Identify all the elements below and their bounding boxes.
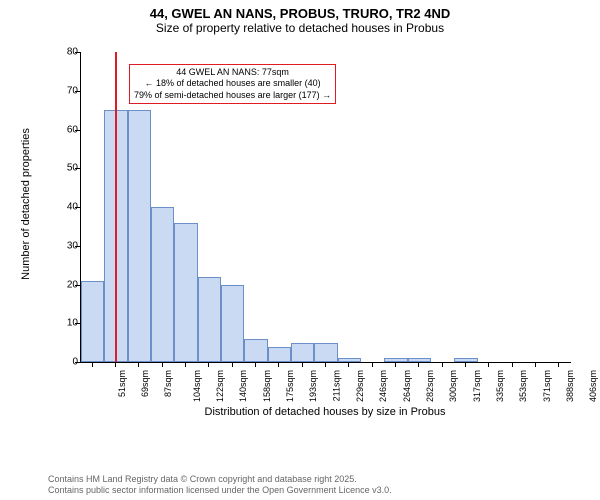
y-tick-mark bbox=[75, 168, 80, 169]
attribution-line-1: Contains HM Land Registry data © Crown c… bbox=[48, 474, 392, 485]
x-tick-mark bbox=[488, 362, 489, 367]
x-tick-label: 229sqm bbox=[355, 370, 365, 402]
x-tick-mark bbox=[278, 362, 279, 367]
x-tick-mark bbox=[302, 362, 303, 367]
x-tick-label: 335sqm bbox=[495, 370, 505, 402]
x-tick-label: 122sqm bbox=[215, 370, 225, 402]
x-tick-label: 140sqm bbox=[238, 370, 248, 402]
y-tick-mark bbox=[75, 362, 80, 363]
chart-container: Number of detached properties 44 GWEL AN… bbox=[50, 44, 580, 414]
x-tick-mark bbox=[185, 362, 186, 367]
histogram-bar bbox=[151, 207, 174, 362]
y-tick-mark bbox=[75, 323, 80, 324]
annotation-line: ← 18% of detached houses are smaller (40… bbox=[134, 78, 331, 89]
histogram-bar bbox=[314, 343, 337, 362]
chart-title-sub: Size of property relative to detached ho… bbox=[0, 21, 600, 39]
x-tick-mark bbox=[115, 362, 116, 367]
x-tick-mark bbox=[232, 362, 233, 367]
y-tick-mark bbox=[75, 91, 80, 92]
x-tick-mark bbox=[395, 362, 396, 367]
x-tick-label: 317sqm bbox=[472, 370, 482, 402]
y-tick-mark bbox=[75, 285, 80, 286]
x-tick-label: 264sqm bbox=[402, 370, 412, 402]
annotation-line: 79% of semi-detached houses are larger (… bbox=[134, 90, 331, 101]
x-tick-mark bbox=[138, 362, 139, 367]
x-tick-mark bbox=[348, 362, 349, 367]
x-tick-mark bbox=[208, 362, 209, 367]
histogram-bar bbox=[268, 347, 291, 363]
x-tick-mark bbox=[162, 362, 163, 367]
x-tick-label: 51sqm bbox=[117, 370, 127, 397]
x-tick-label: 175sqm bbox=[285, 370, 295, 402]
x-tick-mark bbox=[558, 362, 559, 367]
x-tick-mark bbox=[535, 362, 536, 367]
histogram-bar bbox=[244, 339, 267, 362]
x-tick-label: 211sqm bbox=[331, 370, 341, 401]
x-tick-label: 300sqm bbox=[448, 370, 458, 402]
subject-marker-line bbox=[115, 52, 117, 362]
x-tick-label: 282sqm bbox=[425, 370, 435, 402]
histogram-bar bbox=[81, 281, 104, 362]
x-tick-mark bbox=[442, 362, 443, 367]
x-tick-mark bbox=[372, 362, 373, 367]
x-tick-mark bbox=[255, 362, 256, 367]
histogram-bar bbox=[128, 110, 151, 362]
y-tick-mark bbox=[75, 207, 80, 208]
chart-title-main: 44, GWEL AN NANS, PROBUS, TRURO, TR2 4ND bbox=[0, 0, 600, 21]
x-tick-label: 388sqm bbox=[565, 370, 575, 402]
histogram-bar bbox=[174, 223, 197, 363]
x-tick-label: 69sqm bbox=[140, 370, 150, 397]
x-tick-label: 353sqm bbox=[518, 370, 528, 402]
x-tick-label: 193sqm bbox=[308, 370, 318, 402]
y-tick-mark bbox=[75, 246, 80, 247]
histogram-bar bbox=[198, 277, 221, 362]
x-tick-label: 104sqm bbox=[192, 370, 202, 402]
x-tick-label: 371sqm bbox=[542, 370, 552, 402]
annotation-line: 44 GWEL AN NANS: 77sqm bbox=[134, 67, 331, 78]
x-tick-mark bbox=[325, 362, 326, 367]
histogram-bar bbox=[291, 343, 314, 362]
attribution-text: Contains HM Land Registry data © Crown c… bbox=[48, 474, 392, 497]
y-tick-mark bbox=[75, 130, 80, 131]
annotation-box: 44 GWEL AN NANS: 77sqm← 18% of detached … bbox=[129, 64, 336, 104]
x-tick-label: 246sqm bbox=[378, 370, 388, 402]
plot-area: 44 GWEL AN NANS: 77sqm← 18% of detached … bbox=[80, 52, 571, 363]
x-tick-mark bbox=[512, 362, 513, 367]
x-tick-label: 406sqm bbox=[588, 370, 598, 402]
x-tick-mark bbox=[92, 362, 93, 367]
attribution-line-2: Contains public sector information licen… bbox=[48, 485, 392, 496]
x-tick-mark bbox=[418, 362, 419, 367]
histogram-bar bbox=[221, 285, 244, 363]
y-tick-mark bbox=[75, 52, 80, 53]
x-tick-label: 158sqm bbox=[262, 370, 272, 402]
x-axis-label: Distribution of detached houses by size … bbox=[80, 406, 570, 418]
x-tick-label: 87sqm bbox=[163, 370, 173, 397]
x-tick-mark bbox=[465, 362, 466, 367]
